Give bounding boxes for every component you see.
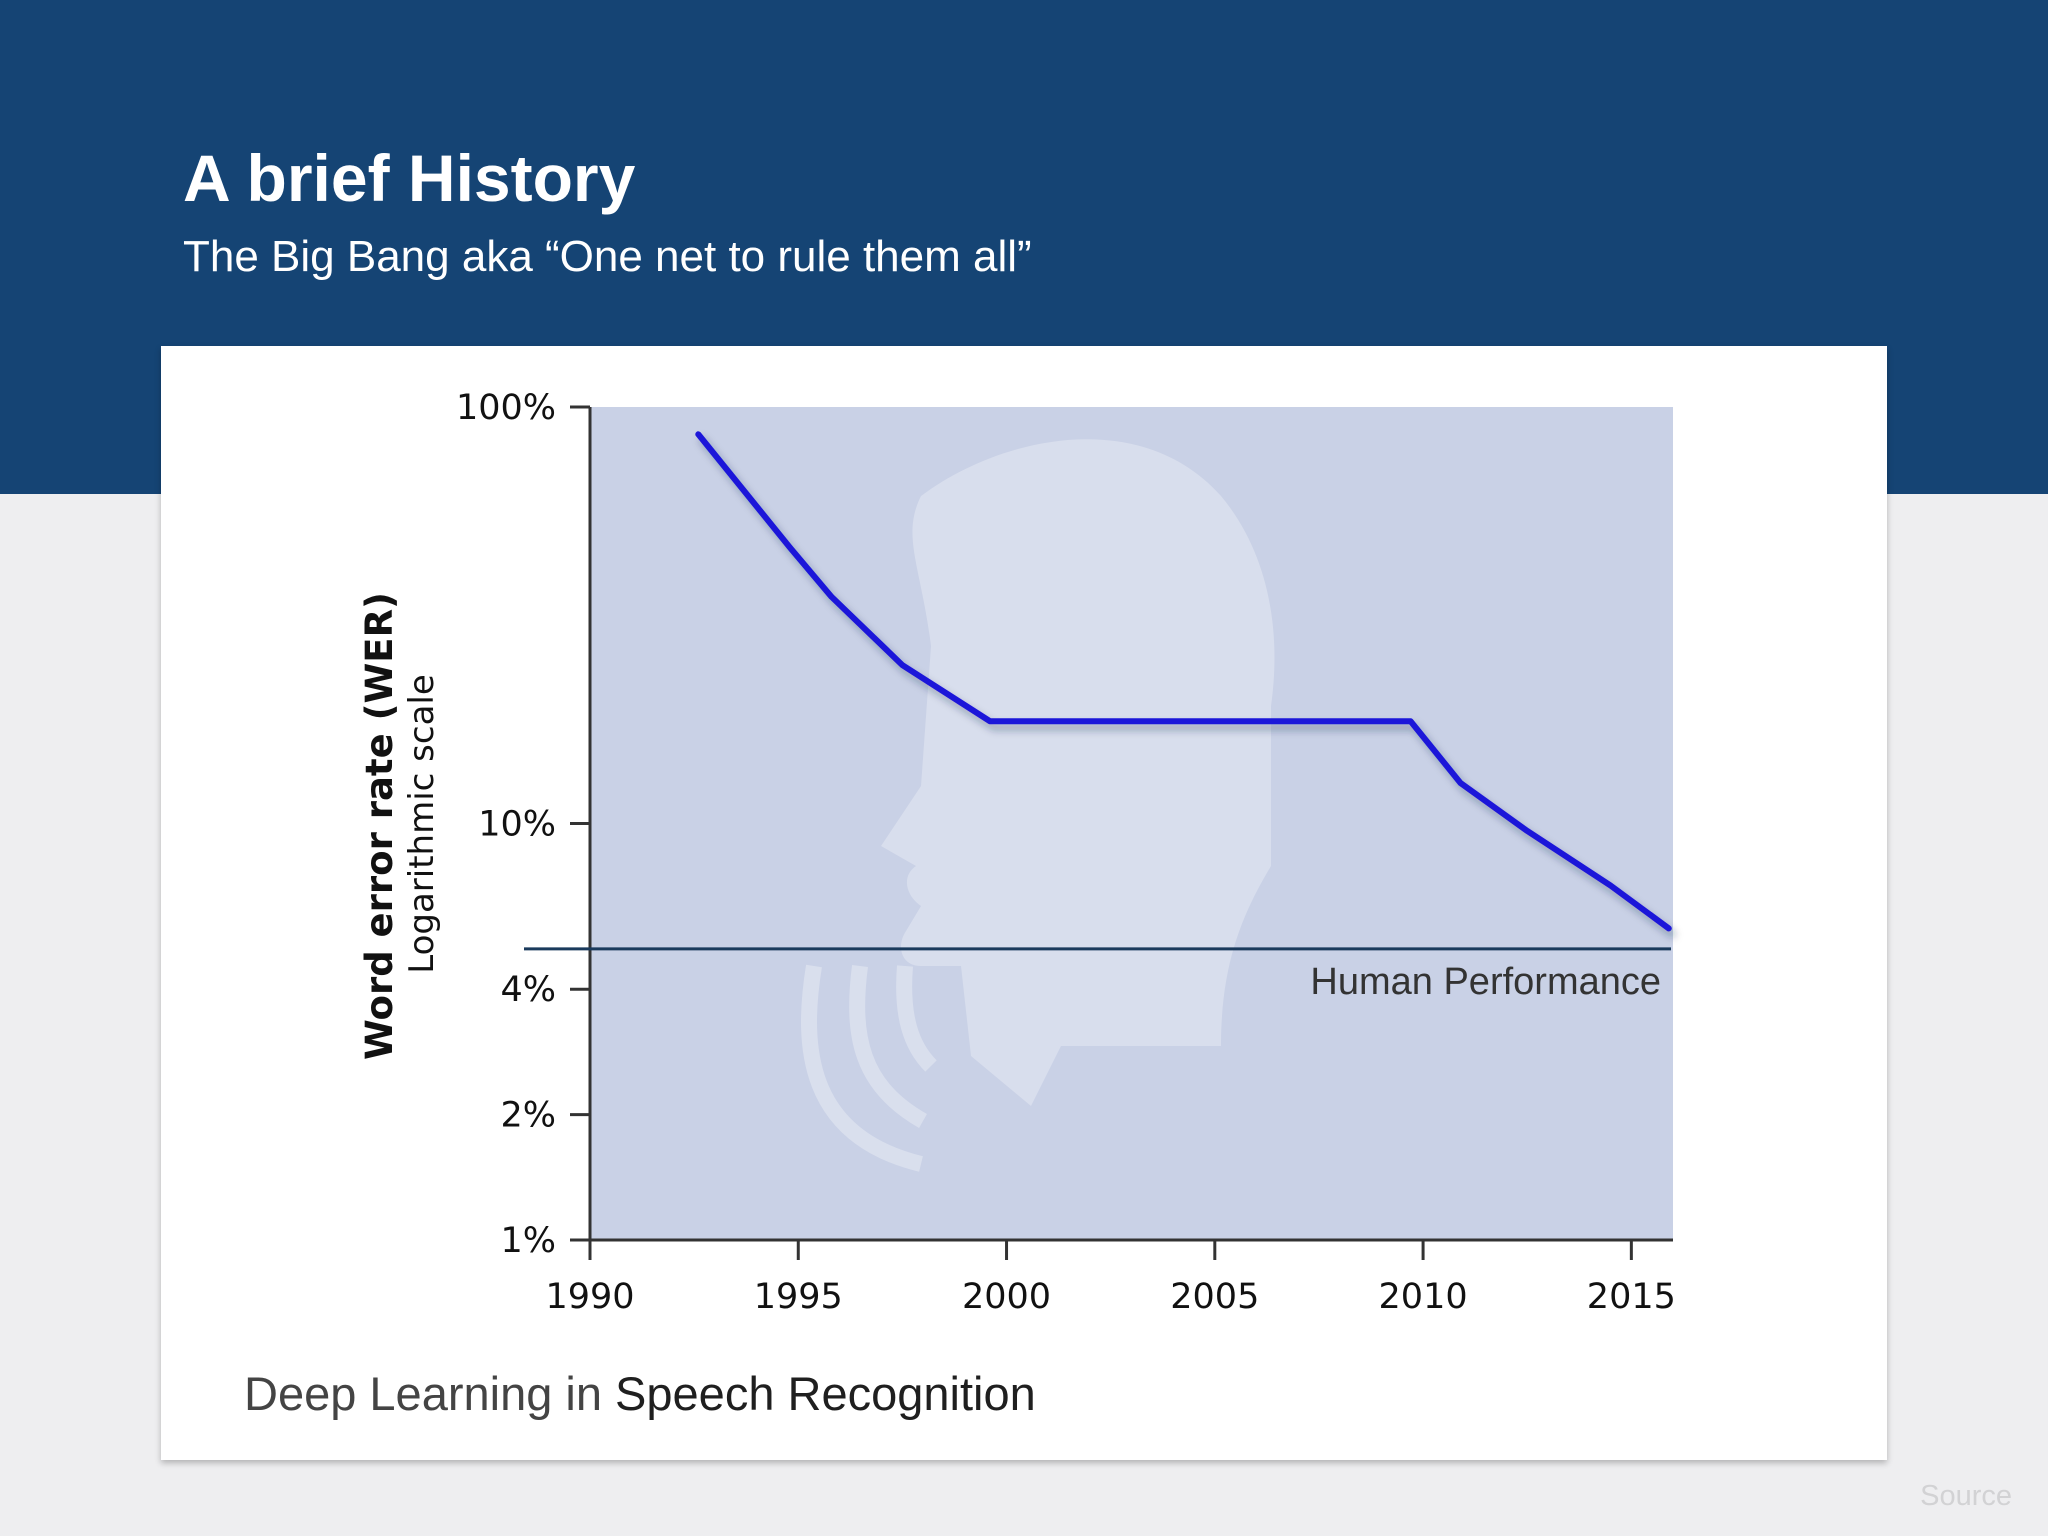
x-tick-label: 1995 [754, 1277, 843, 1317]
x-axis-ticks: 1990 1995 2000 2005 2010 2015 [545, 1240, 1676, 1317]
sound-waves-icon [801, 964, 937, 1172]
x-tick-label: 1990 [545, 1277, 634, 1317]
x-tick-label: 2005 [1170, 1277, 1259, 1317]
human-performance-label: Human Performance [1310, 961, 1661, 1003]
x-tick-label: 2010 [1379, 1277, 1468, 1317]
slide-subtitle: The Big Bang aka “One net to rule them a… [183, 232, 1032, 281]
y-axis-ticks: 1% 2% 4% 10% 100% [456, 388, 590, 1261]
source-link[interactable]: Source [1920, 1480, 2012, 1512]
y-tick-label: 1% [500, 1221, 556, 1261]
chart-card: 1% 2% 4% 10% 100% 1990 1995 2000 2005 2010 2015 H… [161, 346, 1887, 1460]
wer-line-chart: 1% 2% 4% 10% 100% 1990 1995 2000 2005 2010 2015 H… [358, 388, 1676, 1317]
y-axis-subtitle: Logarithmic scale [402, 674, 442, 974]
y-tick-label: 10% [478, 805, 556, 845]
y-tick-label: 2% [500, 1096, 556, 1136]
y-tick-label: 100% [456, 388, 556, 428]
x-tick-label: 2000 [962, 1277, 1051, 1317]
caption-emphasis: Speech Recognition [615, 1367, 1036, 1420]
y-tick-label: 4% [500, 970, 556, 1010]
x-tick-label: 2015 [1587, 1277, 1676, 1317]
wer-series-line [695, 431, 1672, 932]
caption-prefix: Deep Learning in [244, 1367, 616, 1420]
plot-area [590, 407, 1673, 1240]
chart-caption: Deep Learning in Speech Recognition [244, 1366, 1036, 1421]
slide-title: A brief History [183, 141, 636, 215]
wer-series [695, 431, 1672, 932]
speaking-head-silhouette-icon [881, 439, 1275, 1107]
y-axis-title: Word error rate (WER) [358, 592, 401, 1060]
